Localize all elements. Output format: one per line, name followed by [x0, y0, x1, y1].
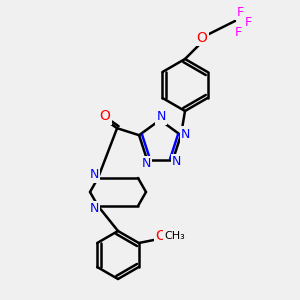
- Text: N: N: [141, 157, 151, 170]
- Text: N: N: [181, 128, 190, 141]
- Text: O: O: [155, 229, 166, 243]
- Text: F: F: [244, 16, 252, 28]
- Text: F: F: [236, 5, 244, 19]
- Text: O: O: [196, 31, 207, 45]
- Text: O: O: [100, 109, 110, 123]
- Text: N: N: [156, 110, 166, 124]
- Text: N: N: [89, 169, 99, 182]
- Text: N: N: [89, 202, 99, 215]
- Text: CH₃: CH₃: [164, 231, 185, 241]
- Text: N: N: [172, 155, 182, 168]
- Text: F: F: [234, 26, 242, 38]
